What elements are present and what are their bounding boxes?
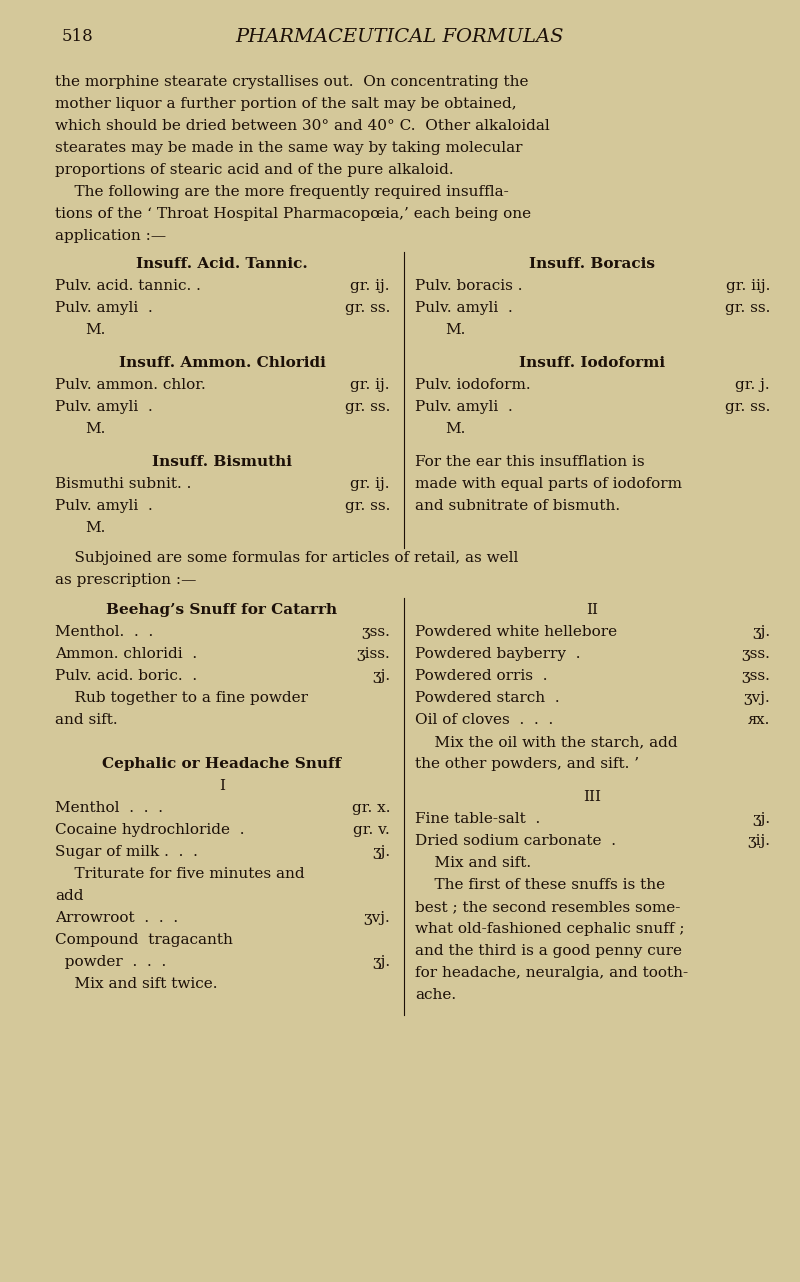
Text: application :—: application :—	[55, 229, 166, 244]
Text: stearates may be made in the same way by taking molecular: stearates may be made in the same way by…	[55, 141, 522, 155]
Text: Compound  tragacanth: Compound tragacanth	[55, 933, 233, 947]
Text: and subnitrate of bismuth.: and subnitrate of bismuth.	[415, 499, 620, 513]
Text: PHARMACEUTICAL FORMULAS: PHARMACEUTICAL FORMULAS	[236, 28, 564, 46]
Text: Ammon. chloridi  .: Ammon. chloridi .	[55, 647, 197, 662]
Text: Pulv. ammon. chlor.: Pulv. ammon. chlor.	[55, 378, 206, 392]
Text: Cephalic or Headache Snuff: Cephalic or Headache Snuff	[102, 756, 342, 770]
Text: Pulv. amyli  .: Pulv. amyli .	[415, 400, 513, 414]
Text: what old-fashioned cephalic snuff ;: what old-fashioned cephalic snuff ;	[415, 922, 685, 936]
Text: add: add	[55, 888, 83, 903]
Text: Powdered bayberry  .: Powdered bayberry .	[415, 647, 581, 662]
Text: Pulv. amyli  .: Pulv. amyli .	[55, 301, 153, 315]
Text: ʒij.: ʒij.	[747, 835, 770, 847]
Text: Mix the oil with the starch, add: Mix the oil with the starch, add	[415, 735, 678, 749]
Text: Powdered starch  .: Powdered starch .	[415, 691, 560, 705]
Text: Pulv. boracis .: Pulv. boracis .	[415, 279, 522, 294]
Text: III: III	[583, 790, 601, 804]
Text: gr. ss.: gr. ss.	[725, 301, 770, 315]
Text: M.: M.	[445, 422, 466, 436]
Text: mother liquor a further portion of the salt may be obtained,: mother liquor a further portion of the s…	[55, 97, 517, 112]
Text: Triturate for five minutes and: Triturate for five minutes and	[55, 867, 305, 881]
Text: Oil of cloves  .  .  .: Oil of cloves . . .	[415, 713, 554, 727]
Text: Fine table-salt  .: Fine table-salt .	[415, 812, 540, 826]
Text: M.: M.	[85, 422, 106, 436]
Text: Pulv. amyli  .: Pulv. amyli .	[55, 400, 153, 414]
Text: Pulv. amyli  .: Pulv. amyli .	[55, 499, 153, 513]
Text: proportions of stearic acid and of the pure alkaloid.: proportions of stearic acid and of the p…	[55, 163, 454, 177]
Text: ʒj.: ʒj.	[752, 626, 770, 638]
Text: Pulv. acid. boric.  .: Pulv. acid. boric. .	[55, 669, 197, 683]
Text: Insuff. Bismuthi: Insuff. Bismuthi	[152, 455, 292, 469]
Text: ʒvj.: ʒvj.	[743, 691, 770, 705]
Text: ʒj.: ʒj.	[372, 845, 390, 859]
Text: Insuff. Iodoformi: Insuff. Iodoformi	[519, 356, 665, 370]
Text: ʒj.: ʒj.	[372, 955, 390, 969]
Text: Rub together to a fine powder: Rub together to a fine powder	[55, 691, 308, 705]
Text: ʒss.: ʒss.	[361, 626, 390, 638]
Text: Menthol.  .  .: Menthol. . .	[55, 626, 154, 638]
Text: Pulv. acid. tannic. .: Pulv. acid. tannic. .	[55, 279, 201, 294]
Text: Dried sodium carbonate  .: Dried sodium carbonate .	[415, 835, 616, 847]
Text: ʒj.: ʒj.	[752, 812, 770, 826]
Text: ʒss.: ʒss.	[741, 669, 770, 683]
Text: Insuff. Acid. Tannic.: Insuff. Acid. Tannic.	[136, 256, 308, 271]
Text: gr. ss.: gr. ss.	[345, 301, 390, 315]
Text: gr. ss.: gr. ss.	[345, 499, 390, 513]
Text: gr. ss.: gr. ss.	[725, 400, 770, 414]
Text: ʒvj.: ʒvj.	[363, 912, 390, 926]
Text: gr. ij.: gr. ij.	[350, 279, 390, 294]
Text: Powdered orris  .: Powdered orris .	[415, 669, 547, 683]
Text: M.: M.	[85, 323, 106, 337]
Text: gr. ij.: gr. ij.	[350, 477, 390, 491]
Text: ʒss.: ʒss.	[741, 647, 770, 662]
Text: best ; the second resembles some-: best ; the second resembles some-	[415, 900, 680, 914]
Text: ʒiss.: ʒiss.	[356, 647, 390, 662]
Text: and sift.: and sift.	[55, 713, 118, 727]
Text: Mix and sift.: Mix and sift.	[415, 856, 531, 870]
Text: Powdered white hellebore: Powdered white hellebore	[415, 626, 617, 638]
Text: tions of the ‘ Throat Hospital Pharmacopœia,’ each being one: tions of the ‘ Throat Hospital Pharmacop…	[55, 206, 531, 221]
Text: the morphine stearate crystallises out.  On concentrating the: the morphine stearate crystallises out. …	[55, 76, 529, 88]
Text: I: I	[219, 779, 225, 794]
Text: gr. j.: gr. j.	[735, 378, 770, 392]
Text: as prescription :—: as prescription :—	[55, 573, 196, 587]
Text: ᴙx.: ᴙx.	[748, 713, 770, 727]
Text: Arrowroot  .  .  .: Arrowroot . . .	[55, 912, 178, 926]
Text: made with equal parts of iodoform: made with equal parts of iodoform	[415, 477, 682, 491]
Text: Mix and sift twice.: Mix and sift twice.	[55, 977, 218, 991]
Text: gr. ss.: gr. ss.	[345, 400, 390, 414]
Text: the other powders, and sift. ’: the other powders, and sift. ’	[415, 756, 639, 770]
Text: gr. ij.: gr. ij.	[350, 378, 390, 392]
Text: Insuff. Ammon. Chloridi: Insuff. Ammon. Chloridi	[118, 356, 326, 370]
Text: for headache, neuralgia, and tooth-: for headache, neuralgia, and tooth-	[415, 967, 688, 979]
Text: M.: M.	[85, 520, 106, 535]
Text: Pulv. amyli  .: Pulv. amyli .	[415, 301, 513, 315]
Text: ache.: ache.	[415, 988, 456, 1003]
Text: The following are the more frequently required insuffla-: The following are the more frequently re…	[55, 185, 509, 199]
Text: gr. v.: gr. v.	[354, 823, 390, 837]
Text: which should be dried between 30° and 40° C.  Other alkaloidal: which should be dried between 30° and 40…	[55, 119, 550, 133]
Text: gr. iij.: gr. iij.	[726, 279, 770, 294]
Text: and the third is a good penny cure: and the third is a good penny cure	[415, 944, 682, 958]
Text: ʒj.: ʒj.	[372, 669, 390, 683]
Text: Bismuthi subnit. .: Bismuthi subnit. .	[55, 477, 191, 491]
Text: Insuff. Boracis: Insuff. Boracis	[529, 256, 655, 271]
Text: For the ear this insufflation is: For the ear this insufflation is	[415, 455, 645, 469]
Text: gr. x.: gr. x.	[351, 801, 390, 815]
Text: The first of these snuffs is the: The first of these snuffs is the	[415, 878, 665, 892]
Text: powder  .  .  .: powder . . .	[55, 955, 166, 969]
Text: Beehag’s Snuff for Catarrh: Beehag’s Snuff for Catarrh	[106, 603, 338, 617]
Text: Sugar of milk .  .  .: Sugar of milk . . .	[55, 845, 198, 859]
Text: Menthol  .  .  .: Menthol . . .	[55, 801, 163, 815]
Text: Subjoined are some formulas for articles of retail, as well: Subjoined are some formulas for articles…	[55, 551, 518, 565]
Text: II: II	[586, 603, 598, 617]
Text: 518: 518	[62, 28, 94, 45]
Text: Pulv. iodoform.: Pulv. iodoform.	[415, 378, 530, 392]
Text: M.: M.	[445, 323, 466, 337]
Text: Cocaine hydrochloride  .: Cocaine hydrochloride .	[55, 823, 245, 837]
